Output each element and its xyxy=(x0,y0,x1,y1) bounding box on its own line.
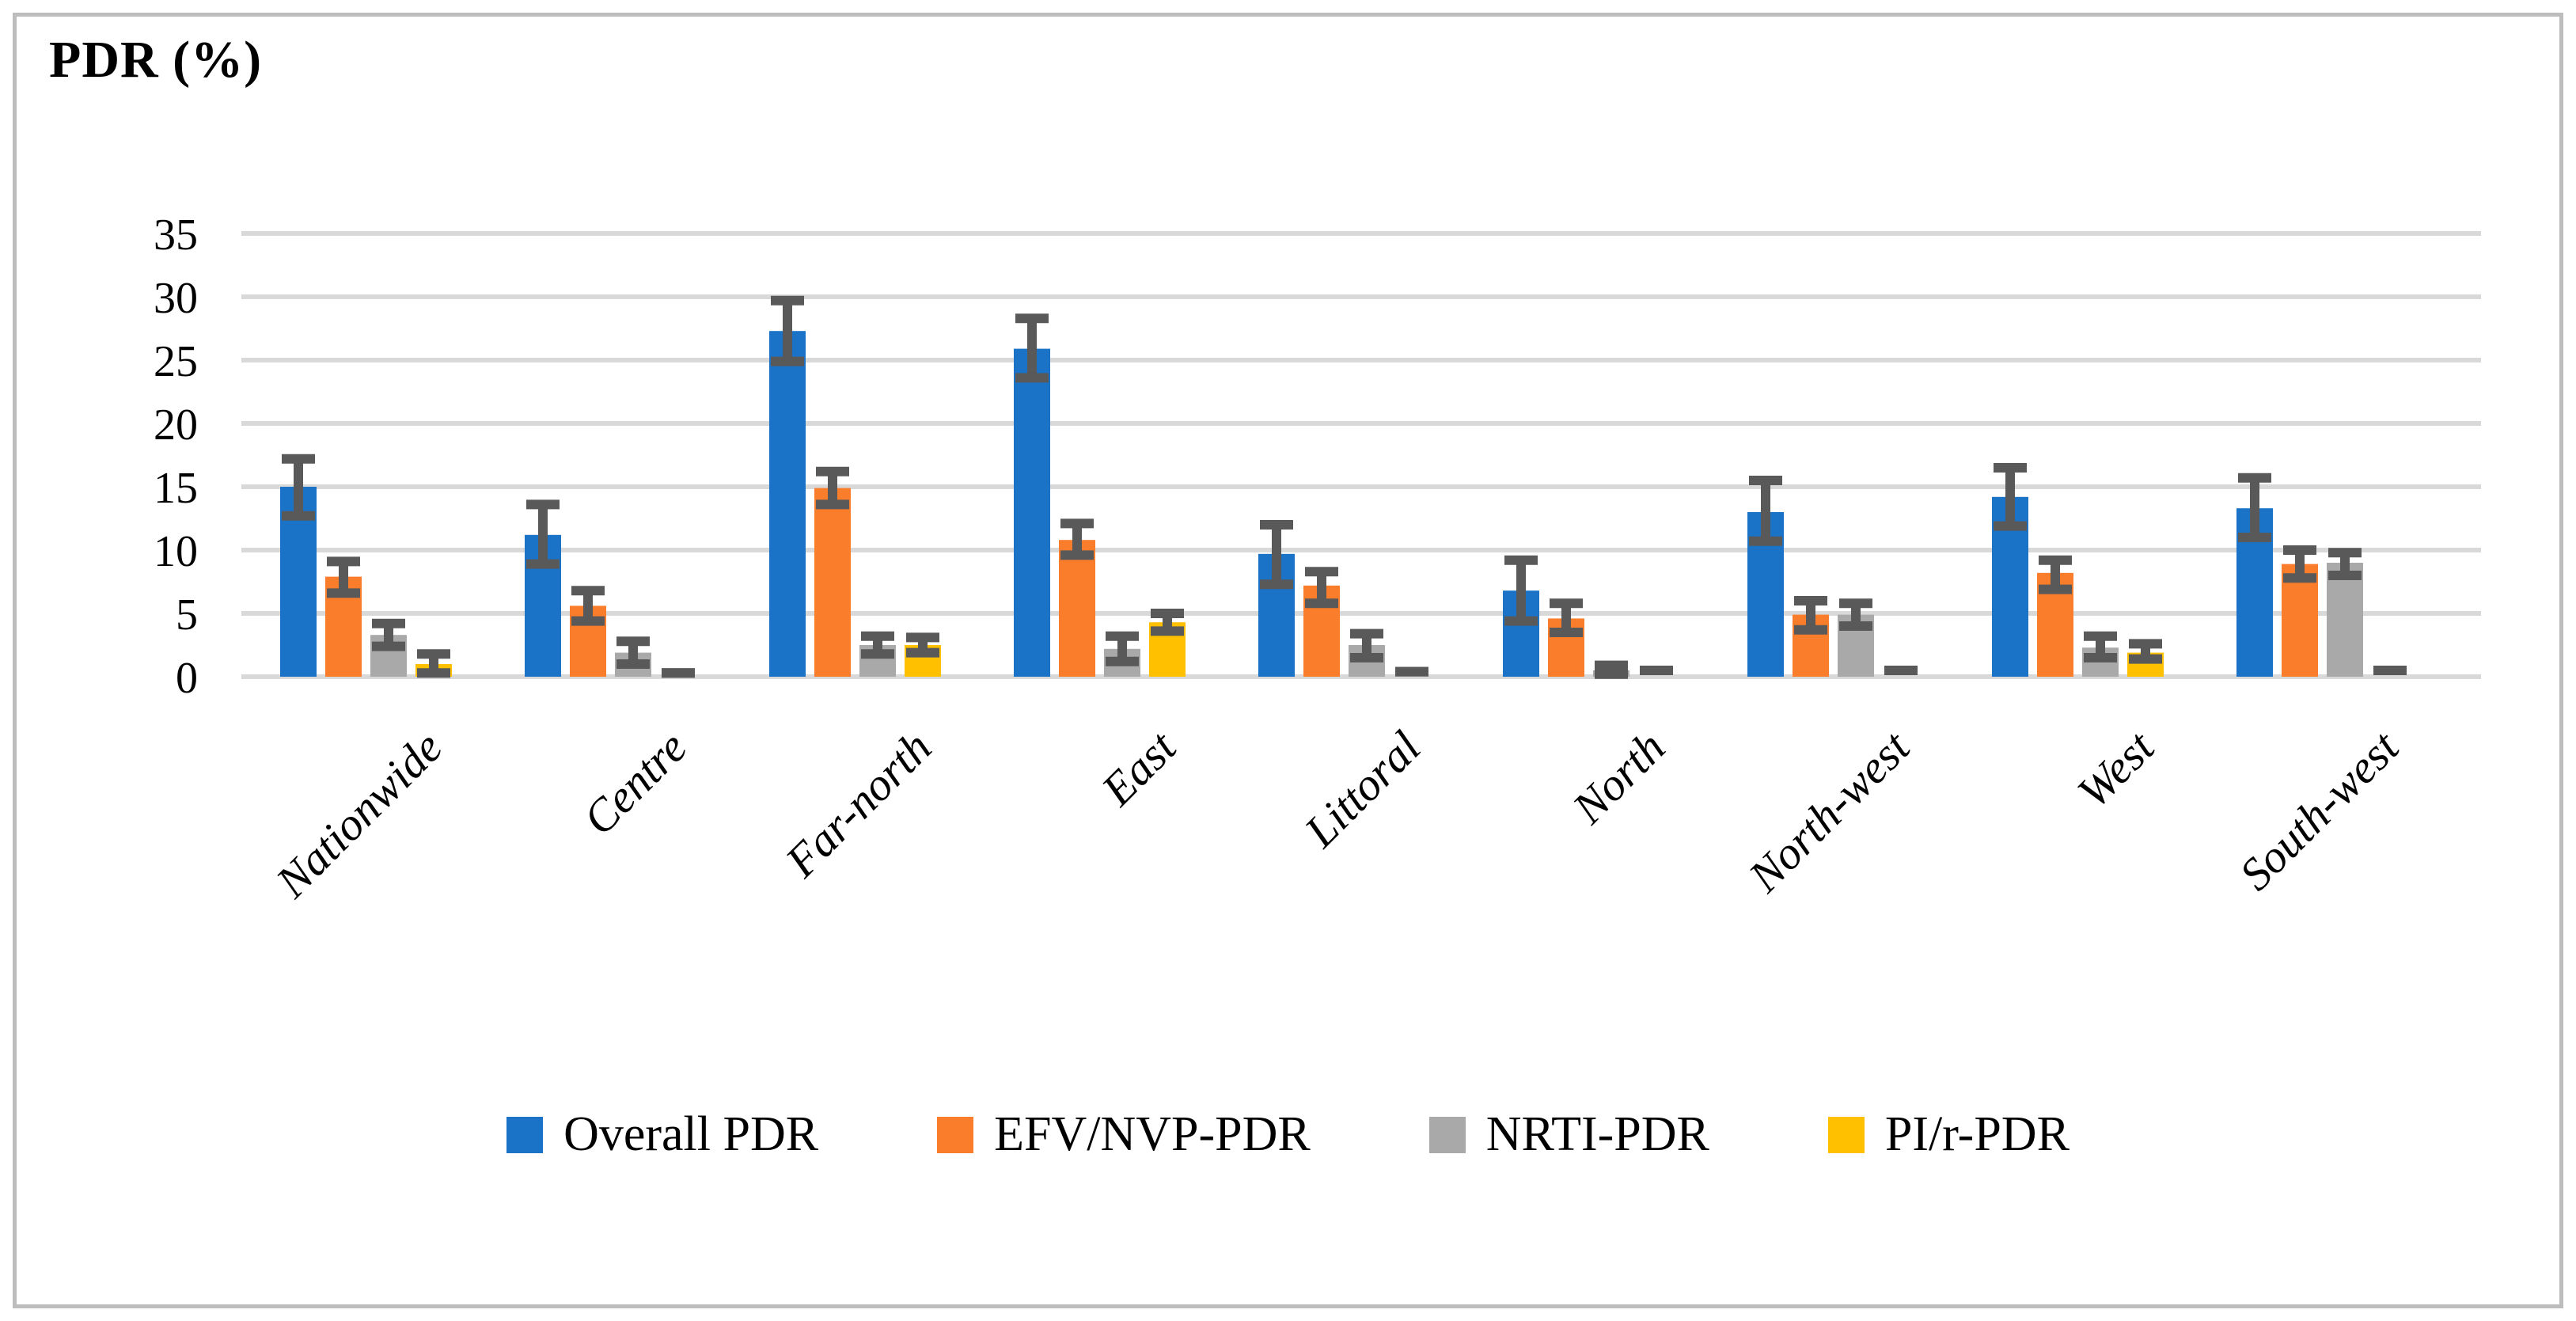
y-axis-tick-label: 5 xyxy=(176,590,198,640)
bar xyxy=(1059,540,1095,677)
x-axis-label: Centre xyxy=(573,721,696,845)
legend-swatch-icon xyxy=(1428,1116,1466,1153)
chart-legend: Overall PDR EFV/NVP-PDR NRTI-PDR PI/r-PDR xyxy=(0,1107,2576,1163)
chart-title: PDR (%) xyxy=(49,31,263,89)
legend-swatch-icon xyxy=(1827,1116,1865,1153)
legend-label: NRTI-PDR xyxy=(1485,1107,1709,1161)
bar xyxy=(2327,563,2363,677)
x-axis-label: North xyxy=(1562,721,1675,833)
bar xyxy=(1014,348,1050,677)
bar xyxy=(814,488,851,677)
y-axis-tick-label: 25 xyxy=(154,337,198,386)
x-axis-label: West xyxy=(2067,720,2164,818)
y-axis-tick-label: 30 xyxy=(154,274,198,323)
legend-label: PI/r-PDR xyxy=(1884,1107,2070,1161)
y-axis-tick-label: 10 xyxy=(154,527,198,576)
legend-item: NRTI-PDR xyxy=(1428,1107,1709,1163)
x-axis-label: East xyxy=(1091,720,1187,816)
y-axis-tick-label: 20 xyxy=(154,400,198,450)
legend-label: EFV/NVP-PDR xyxy=(994,1107,1311,1161)
x-axis-label: North-west xyxy=(1738,720,1920,902)
legend-item: Overall PDR xyxy=(506,1107,818,1163)
x-axis-label: South-west xyxy=(2229,720,2409,900)
bar xyxy=(769,331,806,677)
y-axis-tick-label: 35 xyxy=(154,211,198,260)
y-axis-tick-label: 15 xyxy=(154,464,198,513)
x-axis-label: Littoral xyxy=(1294,721,1430,857)
legend-swatch-icon xyxy=(506,1116,544,1153)
legend-item: PI/r-PDR xyxy=(1827,1107,2070,1163)
legend-label: Overall PDR xyxy=(563,1107,819,1161)
bar xyxy=(2282,564,2318,677)
legend-item: EFV/NVP-PDR xyxy=(937,1107,1311,1163)
x-axis-label: Nationwide xyxy=(265,721,452,908)
x-axis-label: Far-north xyxy=(775,721,941,887)
y-axis-tick-label: 0 xyxy=(176,654,198,703)
legend-swatch-icon xyxy=(937,1116,974,1153)
